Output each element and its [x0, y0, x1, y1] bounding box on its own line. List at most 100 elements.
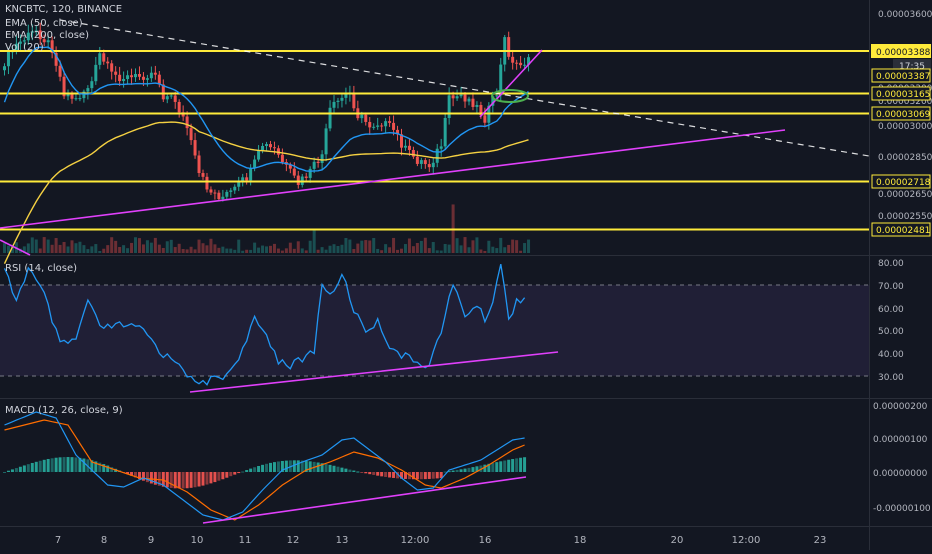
candle-body	[459, 94, 463, 97]
time-axis[interactable]: 7 8 9 10 11 12 13 12:00 16 18 20 12:00 2…	[55, 535, 827, 546]
macd-histogram-bar	[225, 472, 229, 478]
time-tick: 13	[336, 535, 349, 546]
macd-histogram-bar	[253, 467, 257, 472]
candle-body	[511, 56, 515, 63]
candle-body	[392, 122, 396, 130]
volume-bar	[38, 248, 42, 253]
volume-bar	[70, 240, 74, 253]
macd-trendline[interactable]	[202, 476, 527, 524]
candle-body	[475, 105, 479, 107]
rsi-line[interactable]	[3, 263, 526, 386]
rsi-axis[interactable]: 80.00 70.00 60.00 50.00 40.00 30.00	[878, 259, 904, 383]
macd-histogram-bar	[360, 472, 364, 473]
volume-bar	[46, 239, 50, 253]
rsi-legend[interactable]: RSI (14, close)	[5, 263, 77, 274]
trendline-fragment[interactable]	[0, 239, 31, 256]
candle-body	[344, 94, 348, 98]
volume-bar	[435, 250, 439, 253]
volume-bar	[527, 239, 531, 253]
candle-body	[14, 43, 18, 52]
ema200-legend[interactable]: EMA (200, close)	[5, 30, 89, 41]
macd-histogram-bar	[157, 472, 161, 486]
level-tag	[871, 68, 931, 83]
candle-body	[18, 41, 22, 44]
volume-bar	[400, 248, 403, 253]
candle-body	[427, 164, 431, 168]
volume-legend[interactable]: Vol (20)	[5, 42, 44, 53]
macd-histogram-bar	[177, 472, 181, 489]
steep-trendline[interactable]	[479, 49, 543, 118]
macd-histogram-bar	[332, 465, 336, 472]
highlight-ellipse[interactable]	[491, 89, 529, 103]
time-tick: 12	[287, 535, 300, 546]
macd-histogram-bar	[511, 459, 515, 472]
candle-body	[257, 150, 261, 160]
ema50-legend[interactable]: EMA (50, close)	[5, 18, 83, 29]
macd-histogram-bar	[459, 469, 463, 472]
macd-line[interactable]	[4, 411, 525, 521]
symbol-legend[interactable]: KNCBTC, 120, BINANCE	[5, 4, 122, 15]
macd-histogram-bar	[62, 457, 66, 472]
macd-histogram-bar	[50, 458, 54, 472]
volume-bar	[459, 245, 463, 253]
level-tag	[871, 222, 931, 237]
macd-histogram-bar	[70, 457, 74, 472]
macd-histogram-bar	[165, 472, 169, 488]
level-tag-value: 0.00003069	[876, 110, 931, 120]
candle-body	[523, 64, 527, 66]
volume-bar	[475, 237, 479, 253]
macd-histogram-bar	[304, 460, 308, 472]
candle-body	[328, 107, 332, 129]
price-tags[interactable]: 0.00003388 17:35 0.00003387 0.00003165 0…	[871, 44, 931, 237]
candle-body	[34, 30, 38, 32]
volume-bar	[272, 243, 276, 253]
rsi-tick: 80.00	[878, 259, 904, 269]
candle-body	[384, 121, 388, 127]
candle-body	[253, 159, 257, 169]
macd-axis[interactable]: 0.00000200 0.00000100 0.00000000 -0.0000…	[873, 402, 931, 514]
candle-body	[221, 196, 225, 200]
volume-bar	[491, 246, 495, 253]
candle-body	[507, 37, 511, 57]
volume-bar	[225, 248, 229, 253]
price-tick: 0.00002550	[878, 212, 932, 222]
ema200-line[interactable]	[3, 121, 529, 264]
macd-histogram-bar	[380, 472, 384, 477]
candle-body	[114, 71, 118, 75]
macd-histogram-bar	[463, 468, 467, 472]
macd-histogram-bar	[364, 472, 368, 474]
macd-signal-line[interactable]	[4, 419, 525, 521]
macd-histogram-bar	[451, 470, 455, 472]
macd-histogram-bar	[90, 460, 94, 472]
volume-bar	[261, 245, 265, 253]
macd-histogram-bar	[257, 466, 261, 472]
volume-bar	[431, 242, 435, 253]
candle-body	[145, 78, 149, 80]
macd-histogram-bar	[475, 466, 479, 472]
volume-bar	[82, 245, 86, 253]
volume-bar	[50, 244, 54, 253]
volume-bar	[523, 243, 527, 253]
candle-body	[340, 97, 344, 101]
volume-bar	[94, 244, 98, 253]
support-trendline[interactable]	[0, 129, 786, 229]
candle-body	[447, 95, 451, 118]
macd-histogram-bar	[169, 472, 173, 488]
candle-body	[141, 76, 145, 80]
time-tick: 11	[239, 535, 252, 546]
candle-body	[30, 31, 34, 33]
macd-histogram-bar	[483, 464, 487, 472]
ema50-line[interactable]	[3, 46, 529, 172]
macd-histogram-bar	[431, 472, 435, 479]
volume-bar	[499, 237, 503, 253]
macd-histogram-bar	[280, 460, 284, 472]
candle-body	[126, 75, 130, 80]
dashed-trendline[interactable]	[59, 19, 870, 157]
macd-histogram-bar	[6, 470, 10, 472]
volume-bar	[304, 250, 308, 253]
volume-bar	[300, 248, 304, 253]
macd-legend[interactable]: MACD (12, 26, close, 9)	[5, 405, 123, 416]
horizontal-levels[interactable]	[0, 50, 869, 231]
rsi-trendline[interactable]	[189, 351, 559, 393]
